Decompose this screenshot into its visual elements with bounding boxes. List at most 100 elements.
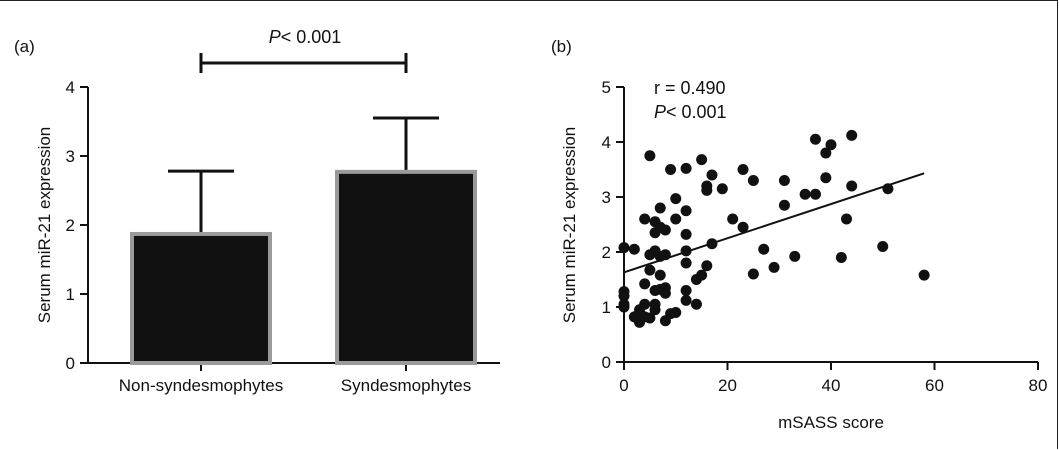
panel-b-data-point [680, 245, 692, 257]
panel-b-data-point [799, 188, 811, 200]
panel-a-y-tick-label: 1 [66, 285, 75, 304]
panel-b-data-point [639, 213, 651, 225]
panel-a-significance: P< 0.001 [199, 27, 408, 73]
panel-a-y-axis-title: Serum miR-21 expression [35, 127, 54, 324]
panel-b-data-point [690, 298, 702, 310]
panel-b-data-point [618, 286, 630, 298]
panel-b-data-point [628, 243, 640, 255]
panel-b-data-point [696, 269, 708, 281]
panel-b-data-point [639, 278, 651, 290]
panel-b-x-axis-title: mSASS score [778, 413, 884, 432]
panel-b-regression-line [623, 172, 925, 274]
panel-b-data-point [680, 162, 692, 174]
panel-b-x-tick-label: 20 [718, 376, 737, 395]
panel-b-data-point [747, 268, 759, 280]
panel-b-data-point [639, 298, 651, 310]
panel-b-data-point [882, 183, 894, 195]
panel-b-p-symbol: P [654, 102, 666, 122]
panel-b-data-point [727, 213, 739, 225]
panel-b: (b) Serum miR-21 expression mSASS score … [551, 37, 1047, 432]
panel-b-y-tick-label: 3 [602, 188, 611, 207]
panel-b-data-point [680, 257, 692, 269]
panel-b-x-tick-label: 40 [822, 376, 841, 395]
panel-a-y-tick-label: 2 [66, 216, 75, 235]
panel-b-data-point [737, 221, 749, 233]
panel-b-data-point [701, 260, 713, 272]
panel-b-data-point [706, 238, 718, 250]
panel-b-data-point [778, 199, 790, 211]
panel-b-x-tick-label: 0 [619, 376, 628, 395]
panel-b-data-point [778, 175, 790, 186]
panel-b-p-text: < 0.001 [666, 102, 727, 122]
panel-a-p-text: < 0.001 [281, 27, 342, 47]
panel-b-data-point [825, 139, 837, 151]
panel-b-y-tick-label: 0 [602, 353, 611, 372]
panel-b-data-point [820, 172, 832, 184]
panel-b-y-tick-label: 1 [602, 298, 611, 317]
panel-a-y-tick-label: 0 [66, 354, 75, 373]
panel-b-data-point [706, 169, 718, 181]
panel-b-data-point [809, 133, 821, 145]
panel-a: (a) Serum miR-21 expression 0 1 2 3 4 Non-syn… [14, 27, 500, 395]
panel-b-data-point [618, 242, 630, 254]
panel-a-bars [130, 116, 477, 365]
panel-b-data-point [665, 164, 677, 175]
panel-b-data-point [649, 298, 661, 310]
panel-b-data-point [670, 307, 682, 318]
panel-b-y-tick-label: 2 [602, 243, 611, 262]
panel-b-data-point [644, 312, 656, 324]
panel-b-data-point [747, 175, 759, 186]
panel-b-x-tick-label: 80 [1029, 376, 1048, 395]
panel-b-label: (b) [551, 37, 572, 56]
panel-b-data-point [659, 287, 671, 299]
panel-b-data-point [758, 243, 770, 255]
panel-a-p-value: P< 0.001 [269, 27, 342, 47]
panel-b-axes: 0 1 2 3 4 5 0 20 40 60 80 [602, 78, 1048, 395]
panel-b-fit-line [623, 172, 925, 274]
panel-b-data-point [820, 147, 832, 159]
panel-b-data-point [789, 250, 801, 262]
panel-b-data-point [846, 129, 858, 141]
panel-b-data-point [680, 205, 692, 217]
panel-a-category-label: Syndesmophytes [341, 376, 471, 395]
panel-b-p-value: P< 0.001 [654, 102, 727, 122]
panel-b-data-point [809, 188, 821, 200]
panel-b-data-point [644, 264, 656, 276]
panel-b-data-point [618, 298, 630, 310]
panel-a-y-tick-label: 3 [66, 147, 75, 166]
panel-b-data-point [768, 261, 780, 273]
panel-b-x-tick-label: 60 [925, 376, 944, 395]
panel-b-data-point [737, 164, 749, 175]
panel-b-y-axis-title: Serum miR-21 expression [560, 127, 579, 324]
panel-a-label: (a) [14, 37, 35, 56]
panel-a-category-label: Non-syndesmophytes [119, 376, 283, 395]
panel-a-p-symbol: P [269, 27, 281, 47]
panel-b-data-point [846, 180, 858, 192]
panel-b-data-point [670, 213, 682, 225]
panel-b-data-point [701, 184, 713, 196]
panel-b-data-point [877, 241, 889, 252]
panel-b-r-value: r = 0.490 [654, 78, 726, 98]
panel-b-data-point [680, 294, 692, 306]
panel-b-data-point [696, 154, 708, 166]
panel-b-data-point [670, 193, 682, 205]
panel-b-data-point [680, 228, 692, 240]
panel-b-data-point [659, 249, 671, 261]
panel-b-data-point [680, 285, 692, 296]
panel-b-data-point [654, 269, 666, 281]
panel-b-data-point [841, 213, 853, 225]
panel-b-data-point [644, 150, 656, 162]
panel-a-y-tick-label: 4 [66, 78, 75, 97]
panel-a-bar [335, 169, 477, 365]
panel-b-data-point [835, 252, 847, 263]
panel-b-y-tick-label: 4 [602, 133, 611, 152]
panel-b-data-point [659, 224, 671, 236]
panel-b-data-point [654, 202, 666, 214]
panel-b-data-point [918, 269, 930, 281]
panel-a-bar [130, 231, 272, 365]
panel-b-y-tick-label: 5 [602, 78, 611, 97]
panel-b-data-point [716, 183, 728, 195]
panel-b-points [618, 129, 930, 328]
